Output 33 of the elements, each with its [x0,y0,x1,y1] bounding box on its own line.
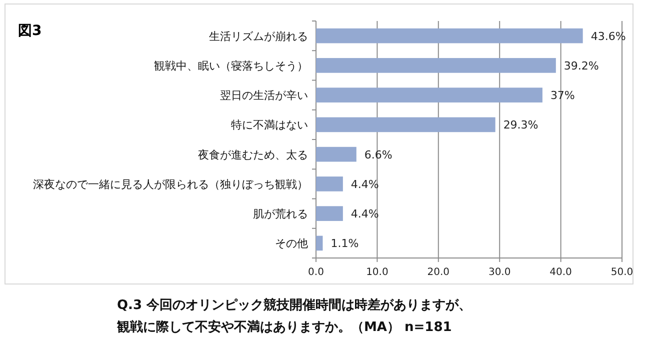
y-tick-label: 夜食が進むため、太る [198,148,308,162]
data-label: 4.4% [350,208,379,221]
y-tick-label: 翌日の生活が辛い [220,89,308,102]
bar [316,28,583,44]
bar [316,58,556,73]
data-label: 6.6% [364,148,392,162]
data-label: 29.3% [503,118,538,132]
bar [316,206,343,221]
text: 観戦に際して不安や不満はありますか。（MA） n=181 [116,319,452,335]
x-tick-label: 40.0 [550,267,572,278]
bar [316,176,343,192]
bar [316,117,496,132]
text: Q.3 今回のオリンピック競技開催時間は時差がありますが、 [117,297,472,313]
y-tick-label: 特に不満はない [231,118,308,132]
x-tick-label: 20.0 [427,267,450,278]
bar [316,236,323,251]
data-label: 1.1% [330,237,359,250]
data-label: 39.2% [564,59,599,72]
x-tick-label: 10.0 [366,267,388,278]
y-tick-label: 生活リズムが崩れる [209,30,308,43]
y-tick-label: 観戦中、眠い（寝落ちしそう） [154,59,308,72]
text: 図3 [18,23,42,39]
bar [316,146,356,162]
data-label: 43.6% [590,30,626,43]
x-tick-label: 30.0 [488,267,511,278]
y-tick-label: 肌が荒れる [253,208,308,221]
bar [316,88,542,102]
y-tick-label: その他 [275,237,308,250]
x-tick-label: 0.0 [308,267,324,278]
data-label: 4.4% [350,178,379,191]
data-label: 37% [550,89,575,102]
y-tick-label: 深夜なので一緒に見る人が限られる（独りぼっち観戦） [33,178,308,191]
x-tick-label: 50.0 [610,267,634,278]
